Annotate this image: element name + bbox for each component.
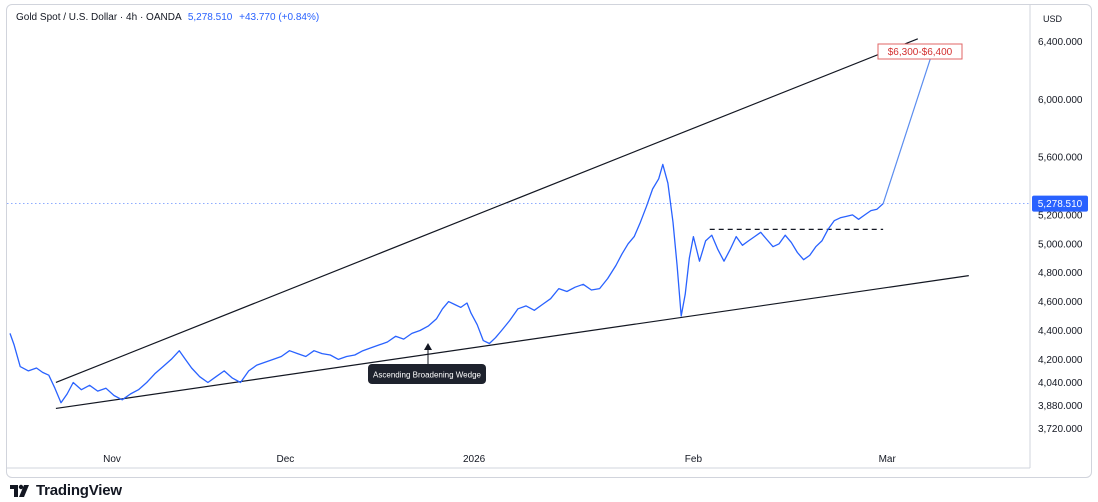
y-tick-label: 6,000.000 <box>1038 95 1083 106</box>
x-tick-label: Dec <box>277 454 295 465</box>
y-tick-label: 4,600.000 <box>1038 297 1083 308</box>
price-chart[interactable]: 3,720.000 3,880.000 4,040.000 4,200.000 4,40… <box>0 0 1098 480</box>
x-tick-label: 2026 <box>463 454 486 465</box>
y-tick-label: 5,200.000 <box>1038 210 1083 221</box>
y-tick-label: 4,200.000 <box>1038 355 1083 366</box>
x-tick-label: Mar <box>879 454 897 465</box>
footer: TradingView <box>10 482 122 499</box>
lower-trendline <box>55 275 969 410</box>
y-tick-label: 6,400.000 <box>1038 37 1083 48</box>
y-tick-label: 3,720.000 <box>1038 424 1083 435</box>
symbol-legend: Gold Spot / U.S. Dollar · 4h · OANDA 5,2… <box>16 12 319 23</box>
price-change: +43.770 (+0.84%) <box>239 12 320 23</box>
x-tick-label: Feb <box>685 454 703 465</box>
tradingview-logo-icon <box>10 484 29 497</box>
tradingview-brand: TradingView <box>36 482 122 499</box>
last-price-value: 5,278.510 <box>187 12 233 23</box>
currency-label[interactable]: USD <box>1042 14 1062 24</box>
last-price-badge-label: 5,278.510 <box>1038 199 1083 210</box>
projection-arrow-line <box>882 50 934 204</box>
y-tick-label: 4,800.000 <box>1038 268 1083 279</box>
y-tick-label: 4,040.000 <box>1038 378 1083 389</box>
price-series-line <box>9 163 884 404</box>
chart-frame <box>6 4 1092 478</box>
symbol-title: Gold Spot / U.S. Dollar · 4h · OANDA <box>16 12 182 23</box>
x-tick-label: Nov <box>103 454 121 465</box>
target-label-box <box>877 43 963 60</box>
last-price-badge <box>1032 195 1088 212</box>
pattern-label-box <box>368 364 486 384</box>
pattern-label: Ascending Broadening Wedge <box>373 371 481 380</box>
target-label: $6,300-$6,400 <box>888 47 953 58</box>
y-tick-label: 3,880.000 <box>1038 401 1083 412</box>
y-tick-label: 4,400.000 <box>1038 326 1083 337</box>
y-tick-label: 5,600.000 <box>1038 153 1083 164</box>
upper-trendline <box>55 38 919 384</box>
y-tick-label: 5,000.000 <box>1038 239 1083 250</box>
pattern-pointer-arrowhead <box>424 343 432 350</box>
